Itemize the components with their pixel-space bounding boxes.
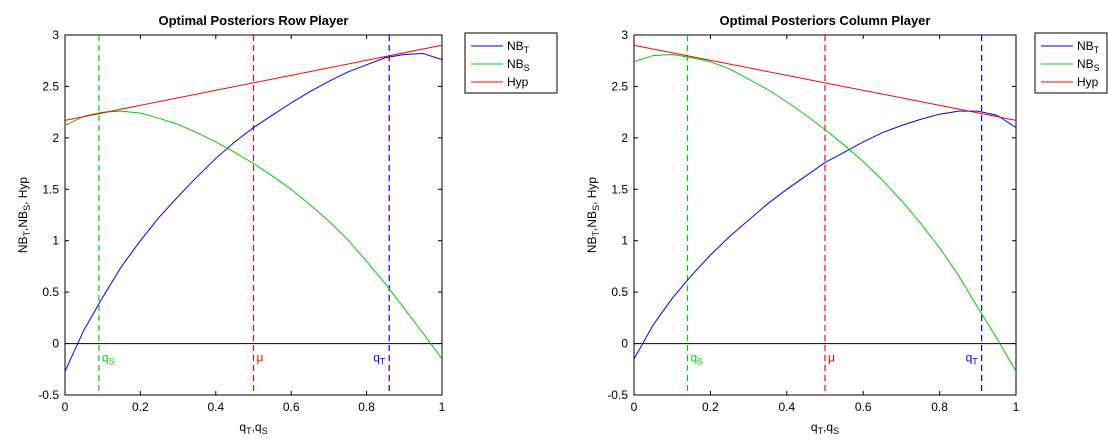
plot-curves xyxy=(65,35,442,395)
legend-label: NBT​ xyxy=(1077,39,1100,55)
y-tick-label: 2.5 xyxy=(611,79,628,93)
series-line-1 xyxy=(634,110,1016,360)
y-tick-label: 3 xyxy=(52,28,59,42)
x-axis-label: qT​,qS​ xyxy=(239,420,267,436)
vline-label: qS​ xyxy=(102,351,115,367)
legend-label: NBT​ xyxy=(507,39,530,55)
y-tick-label: 0 xyxy=(52,337,59,351)
x-tick-label: 0.8 xyxy=(931,400,948,414)
legend-label: NBS​ xyxy=(1077,57,1100,73)
y-tick-label: 1 xyxy=(52,234,59,248)
legend-box xyxy=(464,32,558,94)
vline-label: qT​ xyxy=(373,351,386,367)
chart-panel-2: Optimal Posteriors Column Player 0 0.2 0.4 0… xyxy=(585,13,1108,436)
y-axis-label: NBT​,NBS​, Hyp xyxy=(585,177,601,254)
legend-label: NBS​ xyxy=(507,57,530,73)
chart-panel-1: Optimal Posteriors Row Player 0 0.2 0.4 0.6 0… xyxy=(16,13,558,436)
chart-title: Optimal Posteriors Row Player xyxy=(158,13,348,28)
y-tick-label: 2 xyxy=(52,131,59,145)
series-line-1 xyxy=(65,53,442,372)
y-tick-label: -0.5 xyxy=(38,388,59,402)
vline-label: qT​ xyxy=(966,351,979,367)
vline-label: μ xyxy=(257,351,264,365)
series-line-2 xyxy=(65,110,442,360)
series-line-2 xyxy=(634,54,1016,372)
x-tick-label: 0 xyxy=(631,400,638,414)
y-tick-label: 3 xyxy=(621,28,628,42)
legend-label: Hyp xyxy=(507,75,529,89)
x-tick-label: 0.6 xyxy=(855,400,872,414)
x-tick-label: 0.6 xyxy=(283,400,300,414)
series-line-3 xyxy=(65,44,442,121)
vline-label: μ xyxy=(828,351,835,365)
x-axis-label: qT​,qS​ xyxy=(811,420,839,436)
y-tick-label: 1.5 xyxy=(611,182,628,196)
y-axis-label: NBT​,NBS​, Hyp xyxy=(16,177,32,254)
legend-box xyxy=(1034,32,1108,94)
y-tick-label: 0.5 xyxy=(42,285,59,299)
x-tick-label: 0 xyxy=(62,400,69,414)
x-tick-label: 0.8 xyxy=(358,400,375,414)
vline-label: qS​ xyxy=(690,351,703,367)
y-tick-label: 0 xyxy=(621,337,628,351)
y-tick-label: 2.5 xyxy=(42,79,59,93)
legend: NBT​ NBS​ Hyp xyxy=(1034,32,1108,94)
x-tick-label: 1 xyxy=(439,400,446,414)
legend-label: Hyp xyxy=(1077,75,1099,89)
series-line-3 xyxy=(634,44,1016,121)
x-tick-label: 0.4 xyxy=(778,400,795,414)
y-tick-label: 0.5 xyxy=(611,285,628,299)
y-tick-label: 1.5 xyxy=(42,182,59,196)
x-tick-label: 0.2 xyxy=(702,400,719,414)
y-tick-label: 2 xyxy=(621,131,628,145)
x-tick-label: 1 xyxy=(1013,400,1020,414)
y-tick-label: -0.5 xyxy=(607,388,628,402)
plot-curves xyxy=(634,35,1016,395)
chart-title: Optimal Posteriors Column Player xyxy=(720,13,931,28)
y-tick-label: 1 xyxy=(621,234,628,248)
x-tick-label: 0.2 xyxy=(132,400,149,414)
legend: NBT​ NBS​ Hyp xyxy=(464,32,558,94)
x-tick-label: 0.4 xyxy=(207,400,224,414)
